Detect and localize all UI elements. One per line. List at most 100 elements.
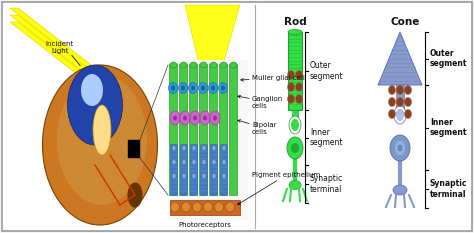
Text: Photoreceptors: Photoreceptors xyxy=(179,222,231,228)
Ellipse shape xyxy=(396,110,403,119)
Text: Outer
segment: Outer segment xyxy=(310,61,344,81)
Ellipse shape xyxy=(289,116,301,134)
Ellipse shape xyxy=(215,202,224,212)
Ellipse shape xyxy=(212,174,216,178)
Ellipse shape xyxy=(173,116,177,120)
Ellipse shape xyxy=(128,182,143,208)
FancyBboxPatch shape xyxy=(191,145,197,195)
Ellipse shape xyxy=(389,110,395,119)
Ellipse shape xyxy=(171,86,175,90)
Ellipse shape xyxy=(199,82,208,93)
Text: Inner
segment: Inner segment xyxy=(310,128,344,147)
Text: Bipolar
cells: Bipolar cells xyxy=(238,120,276,134)
Text: Pigment epithelium: Pigment epithelium xyxy=(237,172,320,205)
Ellipse shape xyxy=(182,174,186,178)
Ellipse shape xyxy=(210,111,220,125)
Text: Ganglion
cells: Ganglion cells xyxy=(238,95,283,109)
Ellipse shape xyxy=(289,181,301,189)
Ellipse shape xyxy=(396,86,403,95)
Ellipse shape xyxy=(180,62,187,68)
Text: Cone: Cone xyxy=(390,17,419,27)
Text: Synaptic
terminal: Synaptic terminal xyxy=(430,179,467,199)
Bar xyxy=(396,85,404,110)
Ellipse shape xyxy=(193,116,197,120)
Ellipse shape xyxy=(182,202,191,212)
FancyBboxPatch shape xyxy=(171,145,177,195)
Ellipse shape xyxy=(43,65,157,225)
Ellipse shape xyxy=(389,97,395,106)
Ellipse shape xyxy=(168,82,177,93)
Ellipse shape xyxy=(404,110,411,119)
Ellipse shape xyxy=(211,86,215,90)
Ellipse shape xyxy=(183,116,187,120)
Ellipse shape xyxy=(295,82,302,92)
Ellipse shape xyxy=(210,62,217,68)
Polygon shape xyxy=(378,32,422,85)
Ellipse shape xyxy=(221,86,225,90)
Ellipse shape xyxy=(288,82,294,92)
Ellipse shape xyxy=(404,86,411,95)
Ellipse shape xyxy=(291,143,299,153)
Ellipse shape xyxy=(295,95,302,103)
Ellipse shape xyxy=(182,160,186,164)
Ellipse shape xyxy=(200,62,207,68)
Ellipse shape xyxy=(219,82,228,93)
Ellipse shape xyxy=(190,62,197,68)
Ellipse shape xyxy=(288,95,294,103)
FancyBboxPatch shape xyxy=(181,145,187,195)
FancyBboxPatch shape xyxy=(200,65,208,195)
Ellipse shape xyxy=(212,145,216,151)
Ellipse shape xyxy=(203,202,212,212)
Ellipse shape xyxy=(192,145,196,151)
Ellipse shape xyxy=(288,30,302,34)
FancyBboxPatch shape xyxy=(221,145,228,195)
Polygon shape xyxy=(10,8,95,68)
Ellipse shape xyxy=(182,145,186,151)
Ellipse shape xyxy=(226,202,235,212)
Ellipse shape xyxy=(189,82,198,93)
Polygon shape xyxy=(195,100,245,210)
Ellipse shape xyxy=(222,174,226,178)
FancyBboxPatch shape xyxy=(229,65,237,195)
Ellipse shape xyxy=(181,86,185,90)
Polygon shape xyxy=(10,22,95,82)
Ellipse shape xyxy=(393,185,407,195)
Ellipse shape xyxy=(202,145,206,151)
Ellipse shape xyxy=(220,62,227,68)
Bar xyxy=(170,200,240,215)
Ellipse shape xyxy=(190,111,200,125)
Ellipse shape xyxy=(179,82,188,93)
Ellipse shape xyxy=(404,97,411,106)
Ellipse shape xyxy=(295,71,302,79)
FancyBboxPatch shape xyxy=(219,65,228,195)
FancyBboxPatch shape xyxy=(288,32,302,110)
Ellipse shape xyxy=(171,202,180,212)
Text: Muller glial cell: Muller glial cell xyxy=(241,75,305,81)
Ellipse shape xyxy=(170,111,180,125)
FancyBboxPatch shape xyxy=(211,145,217,195)
Ellipse shape xyxy=(200,111,210,125)
Bar xyxy=(168,60,248,220)
Ellipse shape xyxy=(81,74,103,106)
Text: Rod: Rod xyxy=(283,17,306,27)
Ellipse shape xyxy=(222,160,226,164)
Ellipse shape xyxy=(202,160,206,164)
Ellipse shape xyxy=(394,106,406,124)
Ellipse shape xyxy=(390,135,410,161)
Ellipse shape xyxy=(230,62,237,68)
FancyBboxPatch shape xyxy=(170,65,177,195)
Ellipse shape xyxy=(170,62,177,68)
Ellipse shape xyxy=(191,86,195,90)
Bar xyxy=(292,110,298,130)
Bar xyxy=(128,140,140,158)
Ellipse shape xyxy=(192,202,201,212)
FancyBboxPatch shape xyxy=(201,145,207,195)
FancyBboxPatch shape xyxy=(210,65,218,195)
Text: Outer
segment: Outer segment xyxy=(430,49,467,68)
Ellipse shape xyxy=(288,71,294,79)
Ellipse shape xyxy=(201,86,205,90)
Ellipse shape xyxy=(93,105,111,155)
Text: Incident
Light: Incident Light xyxy=(46,41,74,55)
Ellipse shape xyxy=(396,109,404,121)
Ellipse shape xyxy=(389,86,395,95)
